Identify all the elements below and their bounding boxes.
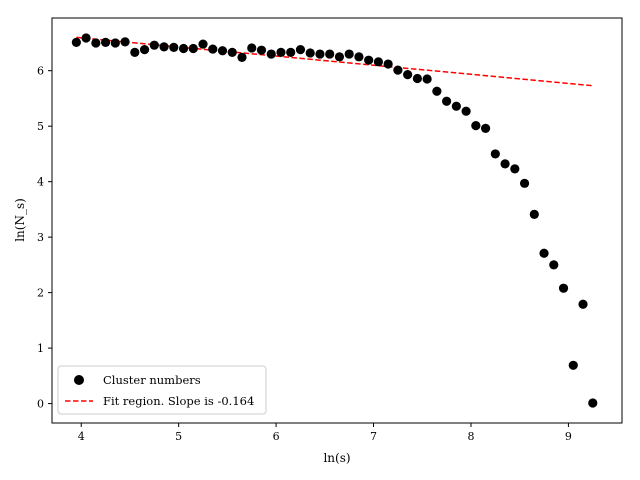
x-axis-ticks: 4 5 6 7 8 9 — [78, 423, 572, 443]
x-tick-label: 9 — [565, 430, 572, 443]
data-point — [529, 209, 539, 219]
data-point — [500, 159, 510, 169]
data-point — [227, 47, 237, 57]
data-point — [100, 37, 111, 48]
data-point — [588, 398, 598, 408]
data-point — [403, 69, 413, 80]
data-point — [412, 73, 422, 84]
y-tick-label: 3 — [37, 231, 44, 244]
data-point — [568, 360, 578, 370]
data-point — [266, 49, 276, 59]
y-tick-label: 1 — [37, 342, 44, 355]
data-point — [461, 106, 471, 116]
data-point — [451, 101, 461, 111]
x-tick-label: 4 — [78, 430, 85, 443]
data-point — [432, 86, 442, 96]
legend-label-cluster-numbers: Cluster numbers — [103, 373, 201, 387]
data-point — [549, 260, 559, 270]
data-point — [325, 49, 335, 59]
x-tick-label: 7 — [370, 430, 377, 443]
data-point — [373, 57, 384, 67]
data-point — [344, 49, 354, 59]
data-point — [169, 42, 179, 53]
data-point — [198, 39, 208, 49]
data-point — [519, 178, 530, 188]
legend: Cluster numbers Fit region. Slope is -0.… — [57, 365, 267, 415]
data-point — [315, 49, 325, 59]
data-point — [286, 47, 296, 57]
y-axis-label: ln(N_s) — [13, 198, 27, 242]
data-point — [305, 48, 315, 58]
y-tick-label: 0 — [37, 398, 44, 411]
data-point — [490, 149, 500, 159]
data-point — [510, 164, 520, 174]
data-point — [442, 96, 452, 106]
data-point — [383, 59, 393, 69]
data-point — [188, 43, 198, 54]
data-point — [354, 52, 364, 62]
data-points-layer — [71, 33, 598, 408]
plot-frame — [51, 17, 623, 424]
y-tick-label: 5 — [37, 120, 44, 133]
data-point — [139, 45, 150, 55]
data-point — [558, 283, 569, 293]
data-point — [393, 65, 403, 75]
data-point — [276, 47, 286, 57]
legend-box — [57, 365, 267, 415]
data-point — [295, 45, 306, 55]
data-point — [471, 121, 481, 131]
x-tick-label: 6 — [273, 430, 280, 443]
data-point — [480, 123, 491, 134]
data-point — [130, 47, 140, 57]
data-point — [91, 38, 101, 48]
fit-line-layer — [76, 36, 593, 87]
data-point — [81, 33, 91, 43]
data-point — [237, 52, 247, 62]
y-axis-ticks: 0 1 2 3 4 5 6 — [37, 65, 52, 411]
data-point — [256, 45, 267, 55]
data-point — [364, 55, 374, 65]
fit-line — [76, 36, 593, 87]
x-tick-label: 8 — [467, 430, 474, 443]
data-point — [159, 42, 169, 52]
x-axis-label: ln(s) — [323, 451, 350, 465]
data-point — [71, 37, 81, 48]
legend-label-fit-region: Fit region. Slope is -0.164 — [103, 394, 254, 408]
y-tick-label: 4 — [37, 176, 44, 189]
x-tick-label: 5 — [175, 430, 182, 443]
data-point — [120, 37, 130, 47]
y-tick-label: 2 — [37, 287, 44, 300]
data-point — [149, 40, 159, 50]
data-point — [247, 43, 257, 53]
data-point — [178, 43, 189, 54]
data-point — [578, 299, 588, 309]
legend-marker-cluster-numbers — [74, 375, 84, 385]
data-point — [208, 44, 218, 54]
data-point — [110, 38, 120, 48]
y-tick-label: 6 — [37, 65, 44, 78]
data-point — [422, 74, 432, 84]
data-point — [217, 46, 228, 56]
data-point — [334, 52, 345, 62]
data-point — [539, 248, 549, 258]
